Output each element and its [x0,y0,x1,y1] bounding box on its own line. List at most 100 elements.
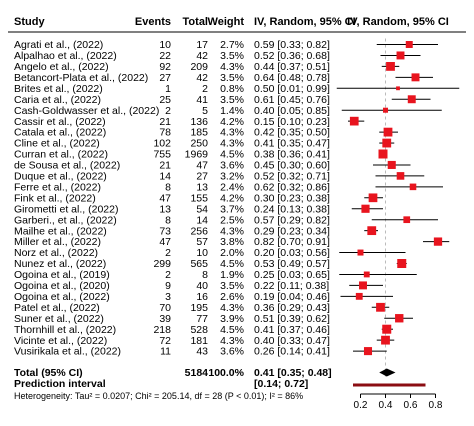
effect-square [396,86,400,91]
study-total: 13 [196,181,208,193]
study-total: 57 [196,236,208,248]
summary-ci: 0.41 [0.35; 0.48] [254,367,332,379]
study-total: 41 [196,94,208,106]
study-total: 209 [190,61,208,73]
study-events: 39 [159,313,171,325]
study-ci: 0.50 [0.01; 0.99] [254,83,330,95]
study-ci: 0.25 [0.03; 0.65] [254,269,330,281]
study-weight: 3.5% [220,72,244,84]
study-ci: 0.15 [0.10; 0.23] [254,116,330,128]
study-name: Nunez et al., (2022) [14,258,106,270]
effect-square [376,302,385,312]
study-ci: 0.64 [0.48; 0.78] [254,72,330,84]
study-events: 8 [165,214,171,226]
study-name: Cash-Goldwasser et al., (2022) [14,105,159,117]
study-events: 14 [159,171,171,183]
study-ci: 0.41 [0.35; 0.47] [254,138,330,150]
prediction-ci: [0.14; 0.72] [254,378,308,390]
study-events: 22 [159,50,171,62]
x-tick-label: 0.4 [379,400,393,411]
study-events: 78 [159,127,171,139]
study-events: 21 [159,116,171,128]
study-ci: 0.38 [0.36; 0.41] [254,149,330,161]
study-name: Garberi., et al., (2022) [14,214,117,226]
study-total: 42 [196,72,208,84]
study-total: 42 [196,50,208,62]
effect-square [407,95,416,104]
study-weight: 3.2% [220,171,244,183]
study-total: 2 [202,83,208,95]
header-total: Total [183,16,208,28]
study-weight: 1.4% [220,105,244,117]
study-ci: 0.29 [0.23; 0.34] [254,225,330,237]
study-events: 299 [153,258,171,270]
effect-square [397,259,407,268]
study-ci: 0.45 [0.30; 0.60] [254,160,330,172]
study-total: 136 [190,116,208,128]
study-rows: Agrati et al., (2022) 10 17 2.7% 0.59 [0.33;… [14,39,330,358]
study-weight: 2.7% [220,39,244,51]
x-tick-label: 0.2 [354,400,368,411]
study-ci: 0.51 [0.39; 0.62] [254,313,330,325]
study-ci: 0.36 [0.29; 0.43] [254,302,330,314]
study-ci: 0.22 [0.11; 0.38] [254,280,329,292]
study-name: Catala et al., (2022) [14,127,106,139]
study-ci: 0.42 [0.35; 0.50] [254,127,330,139]
study-weight: 4.3% [220,61,244,73]
prediction-interval-bar [353,383,426,387]
study-name: de Sousa et al., (2022) [14,160,120,172]
study-total: 47 [196,160,208,172]
study-weight: 3.5% [220,50,244,62]
effect-square [363,347,373,356]
study-name: Betancort-Plata et al., (2022) [14,72,148,84]
study-name: Ogoina et al., (2020) [14,280,110,292]
effect-square [382,324,392,334]
study-name: Suner et al., (2022) [14,313,104,325]
study-total: 1969 [185,149,209,161]
summary-weight: 100.0% [208,367,244,379]
study-total: 43 [196,346,208,358]
study-name: Ferre et al., (2022) [14,181,101,193]
effect-square [349,116,359,126]
study-name: Vusirikala et al., (2022) [14,346,121,358]
effect-square [382,138,392,148]
study-weight: 4.2% [220,192,244,204]
study-weight: 2.0% [220,247,244,259]
study-name: Agrati et al., (2022) [14,39,103,51]
study-ci: 0.52 [0.36; 0.68] [254,50,330,62]
study-events: 25 [159,94,171,106]
study-total: 27 [196,171,208,183]
header-study: Study [14,16,45,28]
study-name: Cline et al., (2022) [14,138,100,150]
effect-square [405,41,413,48]
study-name: Angelo et al., (2022) [14,61,109,73]
study-weight: 2.4% [220,181,244,193]
study-events: 755 [153,149,171,161]
effect-square [355,292,363,300]
summary-diamond [379,368,396,377]
effect-square [395,314,404,323]
study-events: 11 [160,346,171,358]
study-events: 2 [165,269,171,281]
effect-square [386,62,395,71]
study-name: Thornhill et al., (2022) [14,324,116,336]
study-weight: 3.5% [220,280,244,292]
plot-marks: 0.2 0.4 0.6 0.8 [336,38,460,411]
study-weight: 3.5% [220,94,244,106]
study-total: 10 [196,247,208,259]
header-weight: Weight [208,16,245,28]
study-ci: 0.30 [0.23; 0.38] [254,192,330,204]
study-events: 2 [165,247,171,259]
effect-square [411,73,420,82]
effect-square [383,127,393,137]
study-total: 54 [196,203,208,215]
study-ci: 0.19 [0.04; 0.46] [254,291,330,303]
prediction-label: Prediction interval [14,378,106,390]
study-total: 14 [196,214,208,226]
study-ci: 0.59 [0.33; 0.82] [254,39,330,51]
effect-square [381,335,390,345]
study-name: Fink et al., (2022) [14,192,96,204]
study-ci: 0.41 [0.37; 0.46] [254,324,330,336]
study-events: 13 [159,203,171,215]
